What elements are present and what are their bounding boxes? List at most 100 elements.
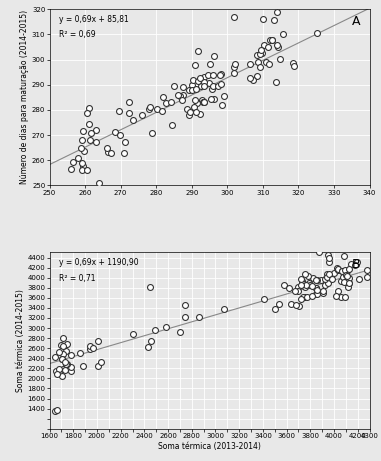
Point bbox=[112, 128, 118, 135]
Point bbox=[296, 302, 302, 309]
Point bbox=[59, 350, 66, 357]
Point bbox=[280, 30, 286, 38]
Point bbox=[56, 365, 62, 372]
Point bbox=[341, 252, 347, 260]
Point bbox=[182, 301, 188, 309]
Point bbox=[207, 60, 213, 68]
Point bbox=[205, 71, 211, 79]
Point bbox=[69, 165, 75, 172]
Point bbox=[302, 270, 308, 278]
Point bbox=[217, 72, 223, 79]
Point bbox=[343, 294, 349, 301]
Point bbox=[340, 273, 346, 280]
Point bbox=[281, 281, 287, 289]
Point bbox=[60, 343, 66, 350]
Point bbox=[169, 121, 175, 128]
Point bbox=[192, 62, 198, 69]
Point bbox=[306, 279, 312, 286]
Point bbox=[200, 98, 207, 106]
Point bbox=[86, 105, 92, 112]
Point bbox=[80, 362, 86, 370]
Point bbox=[335, 267, 341, 274]
Point bbox=[104, 144, 110, 152]
Point bbox=[273, 78, 279, 86]
Point bbox=[323, 273, 330, 281]
Point bbox=[64, 341, 70, 348]
Point bbox=[90, 344, 96, 351]
Point bbox=[211, 95, 217, 103]
Point bbox=[77, 349, 83, 356]
Point bbox=[325, 279, 331, 286]
Point bbox=[139, 112, 146, 119]
Point bbox=[324, 270, 330, 278]
Point bbox=[210, 52, 216, 59]
Point bbox=[299, 278, 305, 285]
Point bbox=[116, 107, 122, 114]
Point bbox=[80, 162, 86, 169]
Point bbox=[196, 313, 202, 320]
Point bbox=[52, 354, 58, 361]
Point bbox=[79, 159, 85, 166]
Point bbox=[56, 349, 62, 356]
Point bbox=[197, 110, 203, 118]
Point bbox=[168, 99, 174, 106]
Point bbox=[68, 351, 74, 359]
Point bbox=[309, 292, 315, 299]
Point bbox=[346, 274, 352, 282]
Text: R² = 0,71: R² = 0,71 bbox=[59, 274, 96, 283]
Point bbox=[356, 276, 362, 283]
Point bbox=[346, 266, 352, 273]
Point bbox=[187, 108, 193, 116]
Point bbox=[318, 277, 324, 284]
Point bbox=[200, 98, 207, 105]
Point bbox=[154, 106, 160, 113]
Point bbox=[325, 271, 331, 278]
Point bbox=[209, 85, 215, 93]
Point bbox=[299, 279, 305, 287]
Point bbox=[344, 267, 350, 274]
Point bbox=[171, 83, 177, 90]
Point bbox=[218, 81, 224, 88]
Point bbox=[347, 260, 354, 268]
Text: B: B bbox=[351, 258, 360, 271]
Point bbox=[263, 59, 269, 66]
Point bbox=[84, 110, 90, 117]
Point bbox=[302, 293, 308, 301]
Point bbox=[322, 275, 328, 283]
Point bbox=[63, 360, 69, 367]
Point bbox=[345, 283, 351, 290]
Point bbox=[126, 99, 132, 106]
Point bbox=[325, 251, 331, 258]
Point bbox=[255, 59, 261, 66]
Point bbox=[338, 293, 344, 301]
Point bbox=[266, 60, 272, 68]
Point bbox=[231, 13, 237, 20]
Point bbox=[180, 83, 186, 90]
Point bbox=[329, 275, 335, 283]
Point bbox=[338, 278, 344, 285]
Point bbox=[68, 363, 74, 371]
Point bbox=[78, 144, 84, 151]
Point bbox=[160, 94, 166, 101]
Point bbox=[298, 276, 304, 283]
Point bbox=[314, 286, 320, 293]
Point bbox=[146, 343, 152, 350]
Point bbox=[364, 266, 370, 273]
Point bbox=[193, 85, 199, 92]
Point bbox=[221, 305, 227, 313]
Point bbox=[298, 296, 304, 303]
Point bbox=[314, 290, 320, 297]
Point bbox=[95, 362, 101, 369]
Point bbox=[179, 96, 185, 103]
Point bbox=[192, 97, 198, 104]
Point bbox=[64, 361, 70, 368]
Point bbox=[310, 275, 316, 282]
Point bbox=[326, 259, 332, 266]
Point bbox=[254, 73, 260, 80]
Point bbox=[122, 138, 128, 146]
Point bbox=[221, 92, 227, 100]
Point bbox=[147, 283, 153, 290]
Point bbox=[346, 280, 352, 287]
Point bbox=[322, 281, 328, 289]
Point bbox=[193, 108, 199, 116]
